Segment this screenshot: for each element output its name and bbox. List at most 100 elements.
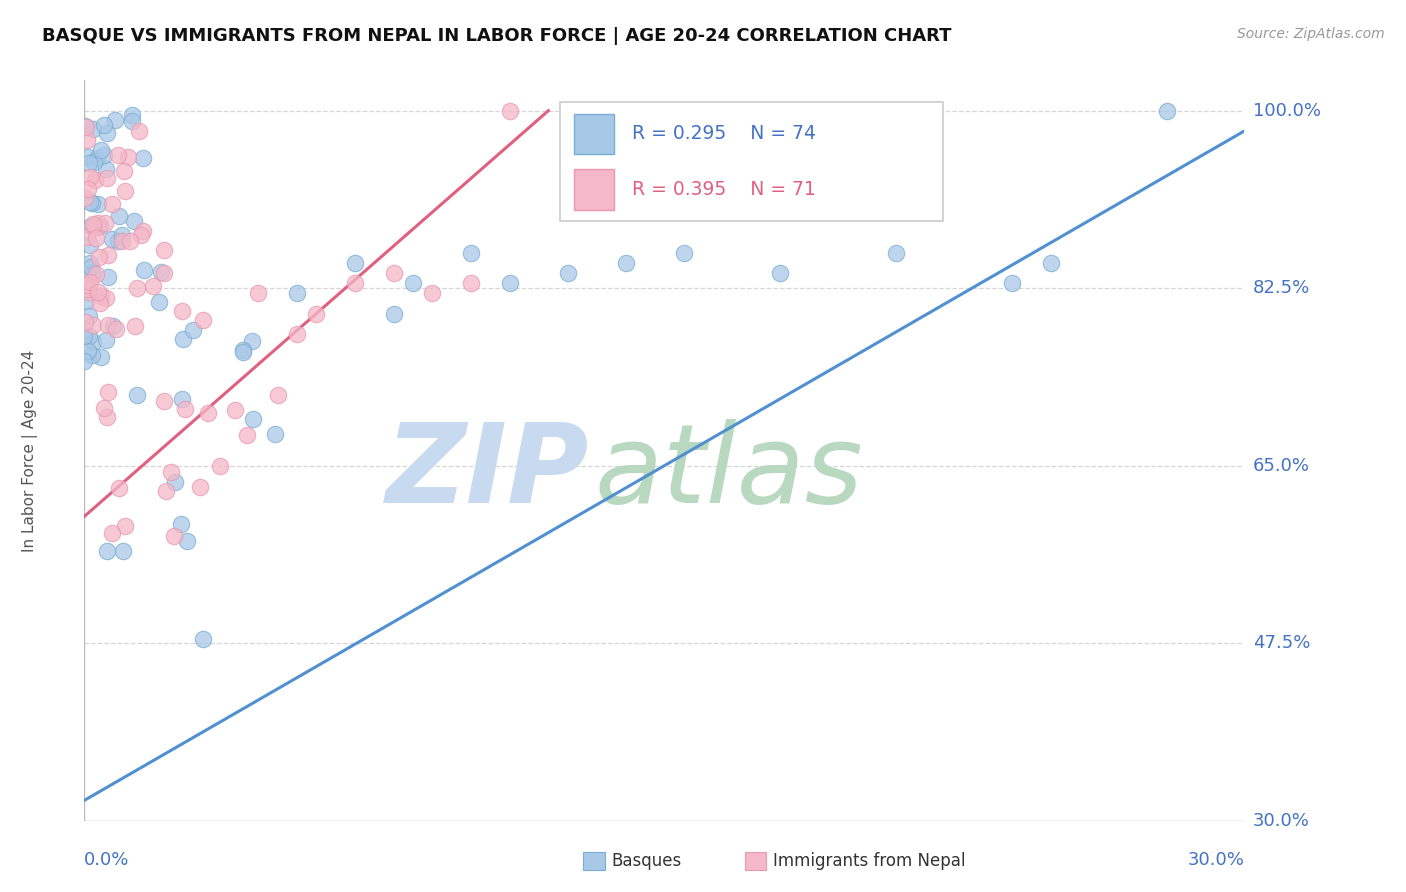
- Point: [285, 326, 308, 341]
- Point: [97, 269, 120, 284]
- Point: [232, 343, 254, 357]
- Text: In Labor Force | Age 20-24: In Labor Force | Age 20-24: [22, 350, 38, 551]
- Point: [155, 484, 177, 499]
- Point: [79, 275, 101, 289]
- Point: [77, 329, 100, 343]
- Point: [97, 318, 120, 333]
- Point: [97, 384, 120, 399]
- Point: [382, 266, 405, 280]
- Point: [172, 392, 194, 406]
- Text: R = 0.295    N = 74: R = 0.295 N = 74: [631, 124, 815, 143]
- Point: [80, 260, 103, 274]
- Text: 82.5%: 82.5%: [1253, 279, 1310, 297]
- Point: [267, 387, 290, 401]
- Point: [422, 286, 444, 301]
- Text: 47.5%: 47.5%: [1253, 634, 1310, 652]
- Point: [108, 481, 131, 495]
- Point: [94, 334, 117, 348]
- Point: [172, 332, 194, 346]
- Point: [343, 256, 366, 270]
- Point: [79, 169, 101, 184]
- Point: [73, 268, 96, 282]
- Point: [73, 329, 96, 343]
- Point: [86, 268, 108, 282]
- Point: [96, 171, 118, 186]
- Point: [122, 213, 145, 227]
- Point: [150, 264, 173, 278]
- Point: [77, 182, 100, 196]
- Point: [402, 276, 425, 290]
- Text: BASQUE VS IMMIGRANTS FROM NEPAL IN LABOR FORCE | AGE 20-24 CORRELATION CHART: BASQUE VS IMMIGRANTS FROM NEPAL IN LABOR…: [42, 27, 952, 45]
- Point: [128, 124, 150, 138]
- Point: [104, 112, 127, 127]
- Point: [111, 227, 134, 242]
- Text: ZIP: ZIP: [385, 419, 589, 526]
- Point: [1001, 276, 1024, 290]
- Point: [80, 196, 103, 211]
- Point: [77, 285, 100, 299]
- Point: [170, 516, 193, 531]
- Bar: [574, 169, 614, 210]
- Point: [114, 519, 136, 533]
- Point: [77, 310, 100, 324]
- Point: [193, 312, 215, 326]
- Point: [75, 293, 97, 308]
- Point: [382, 307, 405, 321]
- Text: Source: ZipAtlas.com: Source: ZipAtlas.com: [1237, 27, 1385, 41]
- Point: [499, 276, 522, 290]
- Point: [193, 632, 215, 647]
- Point: [769, 266, 792, 280]
- Point: [82, 335, 104, 350]
- Point: [82, 318, 104, 332]
- Point: [672, 245, 695, 260]
- Text: R = 0.395    N = 71: R = 0.395 N = 71: [631, 180, 815, 199]
- Text: 100.0%: 100.0%: [1253, 102, 1320, 120]
- Point: [77, 278, 100, 293]
- Point: [86, 285, 108, 300]
- Text: 30.0%: 30.0%: [1253, 812, 1309, 830]
- Point: [172, 304, 194, 318]
- Text: 30.0%: 30.0%: [1188, 851, 1244, 869]
- Point: [235, 428, 259, 442]
- Point: [460, 245, 482, 260]
- Point: [111, 235, 134, 249]
- Point: [125, 388, 148, 402]
- Point: [1039, 256, 1063, 270]
- Point: [75, 120, 97, 135]
- Point: [886, 245, 908, 260]
- Point: [247, 286, 270, 301]
- Point: [101, 525, 124, 540]
- Point: [86, 220, 108, 235]
- Bar: [745, 852, 766, 870]
- Point: [73, 191, 96, 205]
- Point: [101, 196, 124, 211]
- Point: [224, 402, 246, 417]
- Point: [120, 234, 142, 248]
- Point: [174, 401, 197, 416]
- Point: [89, 296, 111, 310]
- Point: [121, 108, 143, 122]
- Point: [82, 217, 104, 231]
- Point: [77, 282, 100, 296]
- Point: [240, 334, 263, 349]
- Point: [111, 543, 134, 558]
- Point: [93, 148, 115, 162]
- Point: [305, 307, 328, 321]
- Point: [285, 286, 308, 301]
- Point: [80, 266, 103, 280]
- Text: atlas: atlas: [595, 419, 863, 526]
- Point: [96, 161, 118, 176]
- Point: [90, 350, 112, 364]
- Point: [94, 291, 117, 305]
- Point: [96, 544, 118, 558]
- Point: [93, 216, 115, 230]
- Point: [181, 323, 204, 337]
- Point: [87, 216, 110, 230]
- Point: [90, 144, 112, 158]
- Point: [73, 354, 96, 368]
- Point: [114, 185, 136, 199]
- Text: Basques: Basques: [612, 852, 682, 870]
- Point: [142, 279, 165, 293]
- Point: [96, 410, 118, 425]
- Point: [93, 401, 115, 416]
